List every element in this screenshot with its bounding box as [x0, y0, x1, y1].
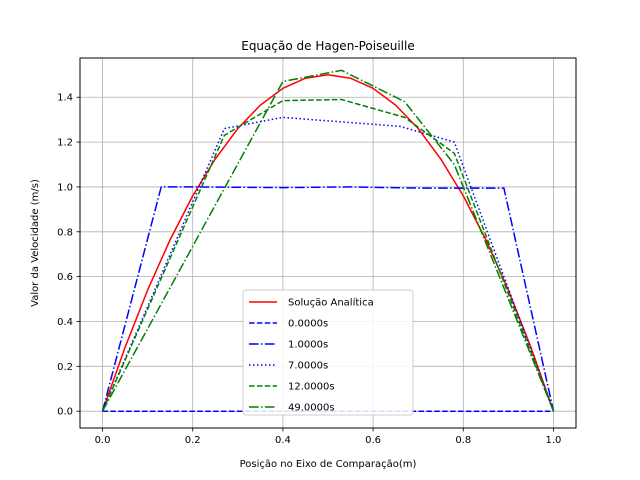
x-tick-label: 0.6: [365, 435, 381, 446]
y-tick-label: 1.0: [57, 182, 73, 193]
series-line: [101, 116, 555, 412]
y-tick-label: 0.6: [57, 272, 73, 283]
series-line: [101, 186, 555, 412]
series-line: [101, 98, 555, 412]
y-tick-label: 0.0: [57, 407, 73, 418]
x-axis-label: Posição no Eixo de Comparação(m): [240, 459, 417, 470]
y-tick-label: 0.4: [57, 317, 73, 328]
legend-label: 7.0000s: [288, 361, 328, 372]
y-tick-label: 0.8: [57, 227, 73, 238]
legend-label: 12.0000s: [288, 382, 335, 393]
series-layer: [101, 69, 555, 412]
plot-frame: [79, 57, 577, 429]
legend: Solução Analítica 0.0000s 1.0000s 7.0000s 12…: [242, 289, 414, 416]
series-line: [101, 74, 555, 412]
x-tick-label: 0.0: [95, 435, 111, 446]
y-tick-label: 1.2: [57, 138, 73, 149]
x-tick-label: 0.2: [185, 435, 201, 446]
x-tick-label: 0.4: [275, 435, 291, 446]
grid: [80, 58, 576, 428]
legend-label: 1.0000s: [288, 340, 328, 351]
y-axis-label: Valor da Velocidade (m/s): [30, 179, 41, 307]
legend-label: Solução Analítica: [288, 297, 374, 309]
x-tick-label: 0.8: [455, 435, 471, 446]
ticks: 0.0 0.2 0.4 0.6 0.8 1.0 0.0 0.2 0.4 0.6 0.8 1.0 1.2 1…: [57, 93, 561, 446]
legend-label: 0.0000s: [288, 319, 328, 330]
chart-title: Equação de Hagen-Poiseuille: [241, 39, 415, 53]
legend-label: 49.0000s: [288, 403, 335, 414]
y-tick-label: 1.4: [57, 93, 73, 104]
legend-box: [242, 289, 414, 416]
x-tick-label: 1.0: [546, 435, 562, 446]
y-tick-label: 0.2: [57, 362, 73, 373]
